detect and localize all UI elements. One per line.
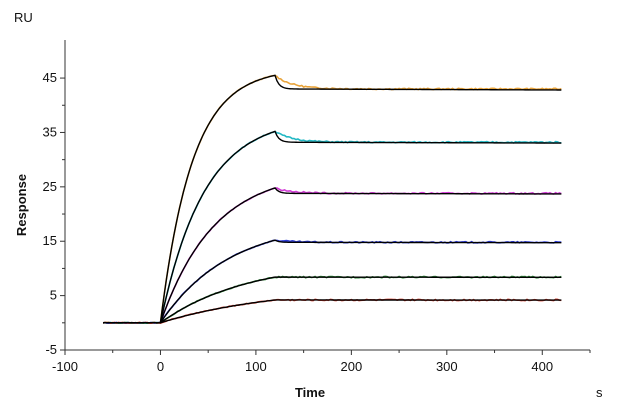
series-6-fit-line [103, 299, 562, 324]
x-axis-title: Time [295, 385, 325, 400]
y-axis-title: Response [14, 174, 29, 236]
x-tick-label: 400 [531, 359, 553, 374]
axes: -5 5 15 25 35 45 -100 0 100 200 300 400 [43, 40, 591, 374]
y-tick-label: 35 [43, 124, 57, 139]
series-1-fit-line [103, 74, 562, 324]
series-1-line [103, 74, 562, 324]
y-tick-label: 15 [43, 233, 57, 248]
series-3-line [103, 187, 562, 325]
series-5-fit-line [103, 276, 562, 324]
y-unit-label: RU [14, 10, 33, 25]
x-tick-label: 300 [436, 359, 458, 374]
y-tick-label: 25 [43, 179, 57, 194]
y-tick-label: 45 [43, 70, 57, 85]
series-3-fit-line [103, 187, 562, 324]
series-4-line [103, 239, 562, 324]
y-tick-label: -5 [45, 342, 57, 357]
x-tick-label: -100 [52, 359, 78, 374]
fit-curves [103, 74, 562, 324]
x-tick-label: 0 [157, 359, 164, 374]
x-tick-label: 100 [245, 359, 267, 374]
data-series [102, 74, 562, 325]
y-tick-label: 5 [50, 288, 57, 303]
x-unit-label: s [596, 385, 603, 400]
series-2-fit-line [103, 130, 562, 324]
series-4-fit-line [103, 239, 562, 324]
x-tick-label: 200 [341, 359, 363, 374]
